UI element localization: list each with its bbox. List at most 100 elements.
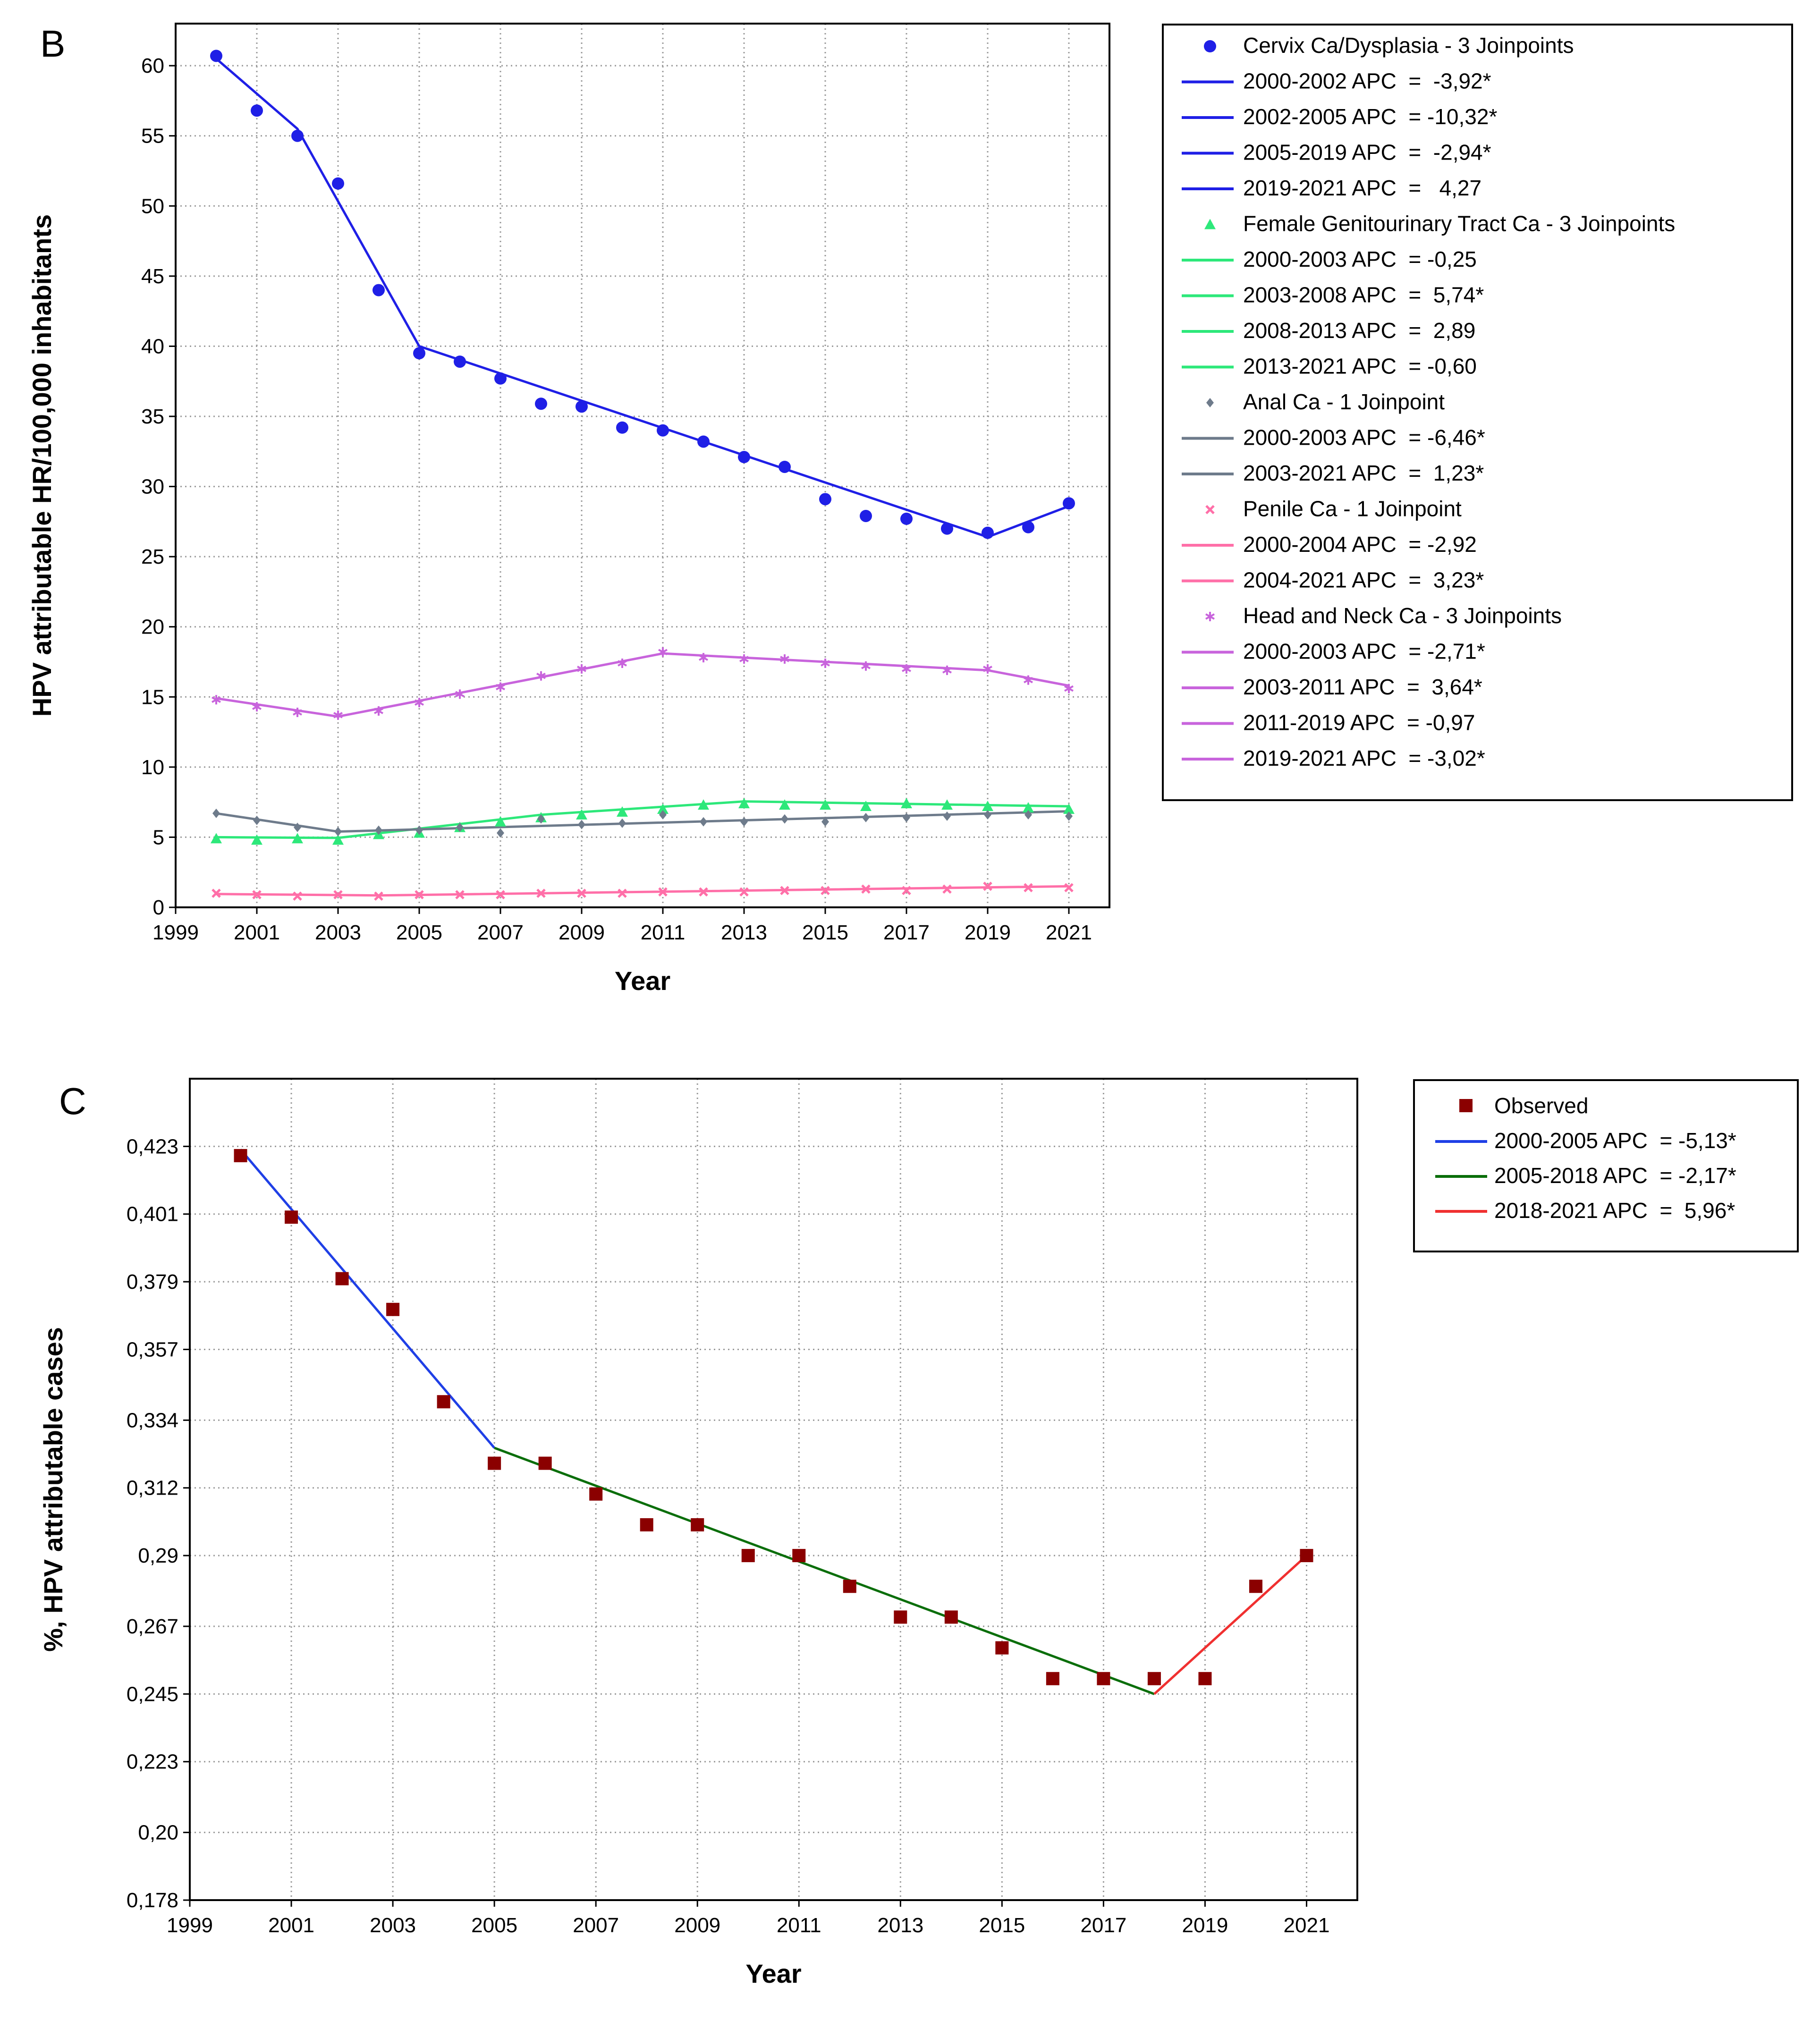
data-point (212, 695, 221, 705)
data-point (285, 1210, 298, 1224)
data-point (535, 397, 547, 410)
data-point (576, 400, 588, 413)
y-tick-label: 45 (141, 265, 164, 288)
data-point (1300, 1549, 1313, 1563)
data-point (1065, 811, 1073, 821)
fitted-segment (239, 1149, 496, 1449)
data-point (332, 834, 344, 845)
data-point (942, 665, 952, 675)
data-point (618, 658, 627, 668)
data-point (657, 803, 669, 814)
legend-marker (1204, 219, 1216, 229)
y-tick-label: 50 (141, 194, 164, 218)
y-tick-label: 0,267 (127, 1615, 178, 1638)
legend-segment-label: 2003-2008 APC = 5,74* (1243, 283, 1484, 307)
x-tick-label: 2017 (1080, 1914, 1126, 1937)
x-axis-title: Year (745, 1959, 801, 1988)
x-tick-label: 2009 (674, 1914, 720, 1937)
data-point (292, 833, 303, 844)
y-tick-label: 25 (141, 545, 164, 568)
data-point (738, 451, 750, 464)
data-point (497, 828, 504, 838)
data-point (335, 1272, 349, 1285)
legend-segment-label: 2019-2021 APC = 4,27 (1243, 176, 1481, 200)
legend-box (1413, 1079, 1799, 1252)
data-point (538, 1456, 552, 1470)
y-tick-label: 20 (141, 616, 164, 639)
data-point (617, 806, 628, 817)
data-point (291, 129, 304, 142)
legend-series-label: Head and Neck Ca - 3 Joinpoints (1243, 603, 1562, 628)
y-tick-label: 0,401 (127, 1203, 178, 1226)
data-point (821, 886, 830, 896)
data-point (941, 522, 953, 535)
data-point (212, 808, 220, 818)
data-point (821, 658, 830, 668)
data-point (861, 661, 871, 671)
x-tick-label: 2013 (877, 1914, 923, 1937)
data-point (415, 698, 424, 708)
panel-label: C (59, 1080, 86, 1122)
data-point (741, 1549, 755, 1563)
data-point (252, 702, 262, 712)
data-point (618, 888, 627, 898)
fitted-segment (494, 1446, 1155, 1695)
y-axis-title: %, HPV attributable cases (38, 1327, 68, 1652)
data-point (900, 512, 913, 525)
x-tick-label: 2011 (641, 921, 686, 944)
legend-segment-label: 2011-2019 APC = -0,97 (1243, 710, 1475, 735)
legend-segment-label: 2005-2018 APC = -2,17* (1494, 1163, 1736, 1188)
x-tick-label: 2001 (234, 921, 280, 944)
data-point (616, 421, 628, 434)
data-point (738, 798, 750, 809)
x-tick-label: 2007 (477, 921, 524, 944)
data-point (488, 1456, 501, 1470)
fitted-line (216, 652, 1069, 718)
data-point (861, 884, 871, 894)
data-point (982, 801, 993, 812)
grid-lines (190, 1079, 1357, 1900)
data-point (944, 1610, 958, 1624)
data-point (251, 834, 262, 845)
y-tick-label: 0,312 (127, 1477, 178, 1500)
data-point (640, 1518, 653, 1531)
y-tick-label: 0,334 (127, 1409, 178, 1432)
data-point (740, 817, 748, 827)
data-point (577, 888, 586, 898)
data-point (576, 809, 587, 820)
x-tick-label: 1999 (167, 1914, 213, 1937)
data-point (658, 647, 668, 657)
data-point (691, 1518, 704, 1531)
data-point (779, 799, 790, 810)
x-tick-label: 2007 (573, 1914, 619, 1937)
data-point (995, 1641, 1009, 1655)
x-tick-label: 2015 (979, 1914, 1025, 1937)
data-point (456, 822, 464, 832)
data-point (293, 891, 302, 901)
x-tick-label: 2005 (396, 921, 442, 944)
data-point (698, 799, 709, 810)
data-point (454, 355, 466, 368)
data-point (792, 1549, 806, 1563)
data-point (860, 801, 872, 812)
data-point (821, 817, 829, 827)
y-tick-label: 0,20 (138, 1821, 178, 1844)
x-tick-label: 2011 (777, 1914, 821, 1937)
plot-frame (175, 23, 1110, 908)
data-point (1147, 1672, 1161, 1685)
data-point (943, 811, 951, 821)
data-point (1249, 1580, 1262, 1593)
data-point (697, 435, 710, 448)
data-point (455, 689, 465, 699)
data-point (983, 881, 992, 891)
data-point (374, 891, 383, 901)
data-point (779, 460, 791, 473)
data-point (699, 887, 708, 897)
x-axis-title: Year (615, 966, 670, 996)
data-point (375, 825, 382, 835)
x-tick-label: 2005 (471, 1914, 517, 1937)
legend-series-label: Observed (1494, 1093, 1588, 1118)
data-point (902, 886, 911, 896)
data-point (536, 671, 546, 681)
